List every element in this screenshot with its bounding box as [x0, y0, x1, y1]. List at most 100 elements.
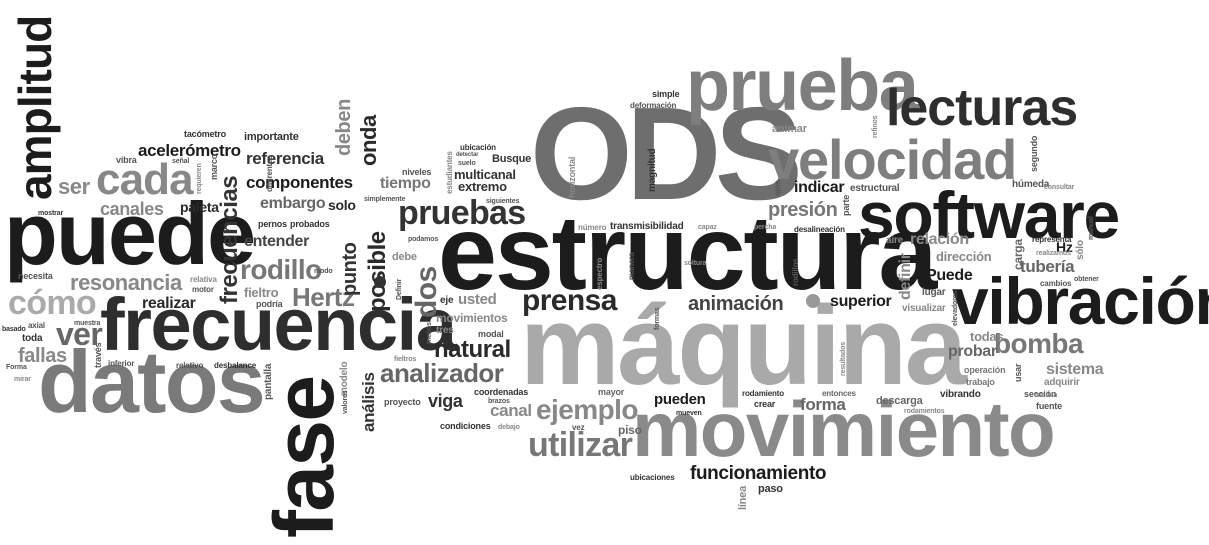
word-vez: vez — [572, 423, 585, 432]
word-muestra: muestra — [74, 320, 101, 327]
word-podria: podría — [256, 299, 283, 309]
word-tacometro: tacómetro — [184, 129, 226, 139]
word-referencia: referencia — [246, 149, 324, 168]
word-toda: toda — [22, 333, 43, 344]
word-percha: percha — [754, 224, 777, 231]
word-representa: representa — [1032, 235, 1072, 244]
word-niveles: niveles — [402, 167, 432, 177]
word-refinos: refinos — [872, 115, 879, 138]
word-extremo: extremo — [458, 179, 507, 194]
word-superior: superior — [830, 293, 892, 310]
word-mirar: mirar — [14, 376, 31, 383]
word-manual: manual — [1088, 216, 1095, 240]
word-analisis: análisis — [359, 372, 378, 432]
word-consultar: consultar — [1044, 184, 1075, 191]
word-relativa: relativa — [190, 275, 217, 284]
word-tuberia: tubería — [1020, 257, 1075, 276]
word-fase: fase — [257, 376, 351, 538]
word-usted: usted — [458, 291, 497, 308]
word-solo-acc: sólo — [1075, 240, 1086, 260]
word-hertz: Hertz — [292, 282, 355, 312]
word-humeda: húmeda — [1012, 179, 1050, 190]
word-crear: crear — [754, 399, 776, 409]
word-funcionamiento: funcionamiento — [690, 463, 827, 484]
word-traves: través — [93, 342, 103, 368]
word-sistema: sistema — [1046, 361, 1104, 378]
word-simple: simple — [652, 89, 680, 99]
word-descarga: descarga — [876, 395, 923, 407]
word-fallas: fallas — [18, 345, 67, 367]
word-importante: importante — [244, 131, 299, 143]
word-magnitud: magnitud — [647, 148, 658, 192]
word-punto: punto — [339, 242, 361, 296]
word-debe: debe — [392, 251, 417, 263]
word-piso: piso — [618, 423, 642, 437]
word-brazos: brazos — [488, 398, 510, 405]
word-viga: viga — [428, 391, 463, 411]
word-espectro: espectro — [595, 257, 604, 290]
word-canal: canal — [490, 401, 532, 420]
word-busque: Busque — [492, 153, 532, 165]
word-movimiento: movimiento — [632, 385, 1056, 473]
word-presion: presión — [768, 199, 838, 221]
word-usar: usar — [1013, 363, 1023, 382]
word-desalineacion: desalineación — [794, 225, 845, 234]
word-canales: canales — [100, 199, 164, 219]
word-datos: datos — [38, 332, 266, 431]
word-formas: formas — [654, 307, 661, 330]
word-simplemente: simplemente — [364, 196, 406, 203]
word-ver: ver — [56, 316, 103, 352]
word-deformacion: deformación — [630, 101, 677, 110]
word-tiempo: tiempo — [380, 175, 431, 192]
word-mostrar: mostrar — [38, 210, 64, 217]
word-motor: motor — [192, 285, 214, 294]
word-seccion: sección — [1024, 389, 1057, 399]
word-solo: solo — [328, 197, 356, 213]
word-acelerometro: acelerómetro — [138, 141, 241, 160]
word-debajo: debajo — [498, 424, 520, 431]
word-maquina: máquina — [520, 283, 967, 408]
word-realizamos: realizamos — [1036, 250, 1071, 257]
word-carga: carga — [1011, 239, 1025, 270]
word-animacion: animación — [688, 293, 784, 315]
word-operacion: operación — [964, 365, 1006, 375]
word-eje: eje — [440, 295, 454, 306]
word-deben: deben — [333, 99, 355, 156]
word-marco: marco — [209, 153, 219, 180]
word-vibra: vibra — [116, 155, 137, 165]
word-coordenadas: coordenadas — [474, 387, 529, 397]
word-horizontal: horizontal — [567, 156, 577, 198]
word-natural: natural — [434, 336, 511, 363]
word-menos: menos — [426, 322, 433, 344]
word-ejemplo: ejemplo — [536, 394, 638, 425]
word-puede: puede — [4, 184, 256, 283]
word-forma-cap: Forma — [6, 364, 27, 371]
word-necesita: necesita — [18, 271, 53, 281]
word-forma: forma — [800, 395, 846, 414]
word-requieren: requieren — [196, 163, 203, 194]
word-movimientos: movimientos — [436, 311, 508, 325]
word-rodamientos: rodamientos — [904, 408, 945, 415]
word-condiciones: condiciones — [440, 421, 491, 431]
word-manera: manera — [627, 252, 636, 280]
word-soltura: soltura — [684, 260, 707, 267]
word-resonancia: resonancia — [70, 270, 182, 295]
word-frecuencia: frecuencia — [100, 283, 457, 366]
word-embargo: embargo — [260, 195, 326, 212]
word-prueba: prueba — [686, 46, 919, 126]
word-trabajo: trabajo — [966, 377, 995, 387]
word-onda: onda — [356, 115, 381, 166]
word-utilizar: utilizar — [528, 426, 633, 464]
dot-mark — [374, 276, 386, 288]
word-pruebas: pruebas — [398, 194, 526, 232]
word-encima: encima — [1034, 392, 1058, 399]
word-direccion: dirección — [936, 249, 992, 264]
word-estructura: estructura — [438, 194, 937, 312]
word-linea: línea — [737, 486, 749, 510]
word-transmisibilidad: transmisibilidad — [610, 221, 684, 232]
word-definir: definir — [897, 253, 914, 300]
word-rodillo: rodillo — [240, 254, 322, 285]
word-ser: ser — [58, 174, 90, 199]
word-visualizar: visualizar — [902, 303, 946, 314]
word-entonces: entonces — [822, 389, 856, 398]
